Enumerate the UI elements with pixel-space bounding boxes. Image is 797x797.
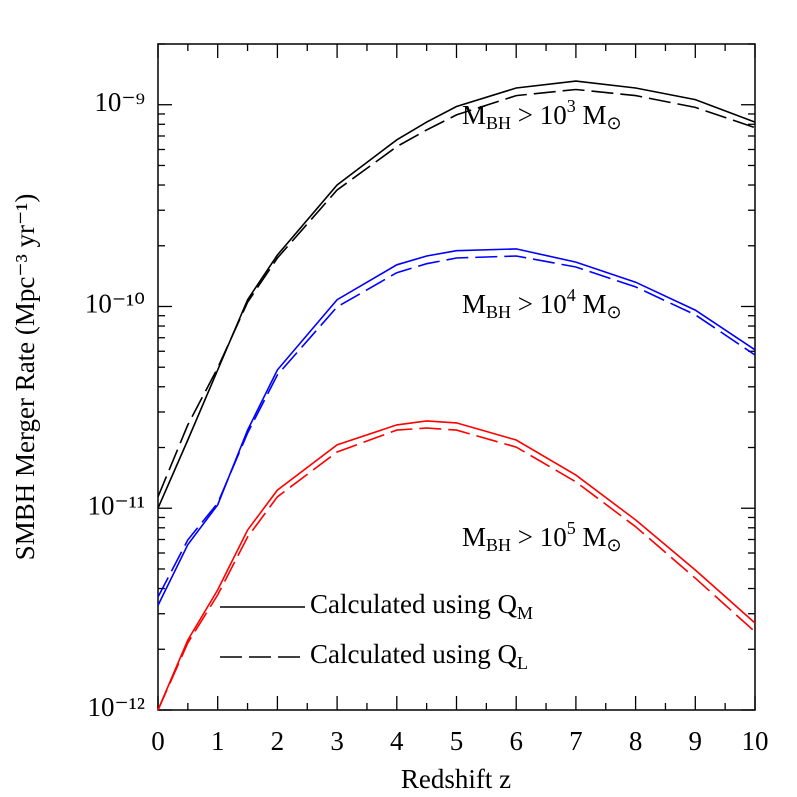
x-tick-label: 10 [742, 726, 769, 756]
legend-text: Calculated using Q [310, 589, 517, 619]
legend-label: Calculated using QL [310, 639, 528, 673]
annotation-part: M [576, 522, 607, 552]
annotation-part: > 10 [511, 100, 567, 130]
series-line [157, 88, 756, 498]
annotation-part: 4 [567, 285, 576, 305]
x-tick-label: 6 [509, 726, 523, 756]
y-tick-label: 10⁻¹² [88, 692, 145, 722]
x-tick-label: 2 [271, 726, 285, 756]
x-tick-label: 7 [569, 726, 583, 756]
annotation-part: BH [486, 535, 511, 555]
x-tick-label: 0 [151, 726, 165, 756]
x-tick-label: 5 [450, 726, 464, 756]
y-tick-label: 10⁻⁹ [94, 87, 145, 117]
series-line [157, 420, 756, 711]
y-tick-label: 10⁻¹¹ [88, 490, 145, 520]
x-tick-label: 8 [629, 726, 643, 756]
y-axis-label: SMBH Merger Rate (Mpc⁻³ yr⁻¹) [10, 194, 40, 561]
legend-sub: M [517, 603, 533, 623]
annotation-part: 3 [567, 96, 576, 116]
annotation-part: > 10 [511, 522, 567, 552]
annotation-part: M [462, 100, 486, 130]
annotation-part: M [576, 100, 607, 130]
legend-sub: L [517, 653, 528, 673]
series-line [157, 80, 756, 509]
x-tick-label: 1 [211, 726, 225, 756]
annotation-part: > 10 [511, 289, 567, 319]
legend-label: Calculated using QM [310, 589, 533, 623]
annotation-part: M [462, 289, 486, 319]
annotation: MBH > 103 M⊙ [462, 96, 622, 133]
series-line [157, 255, 756, 598]
legend-text: Calculated using Q [310, 639, 517, 669]
annotation-part: 5 [567, 518, 576, 538]
y-tick-label: 10⁻¹⁰ [85, 289, 145, 319]
x-axis-label: Redshift z [401, 764, 511, 794]
x-tick-label: 3 [330, 726, 344, 756]
annotation-part: ⊙ [607, 113, 622, 133]
x-tick-label: 9 [689, 726, 703, 756]
annotation-part: ⊙ [607, 302, 622, 322]
annotation: MBH > 105 M⊙ [462, 518, 622, 555]
annotation-part: M [462, 522, 486, 552]
annotation-part: M [576, 289, 607, 319]
annotation: MBH > 104 M⊙ [462, 285, 622, 322]
series-line [157, 427, 756, 711]
x-tick-label: 4 [390, 726, 404, 756]
annotation-part: BH [486, 302, 511, 322]
annotation-part: BH [486, 113, 511, 133]
annotation-part: ⊙ [607, 535, 622, 555]
